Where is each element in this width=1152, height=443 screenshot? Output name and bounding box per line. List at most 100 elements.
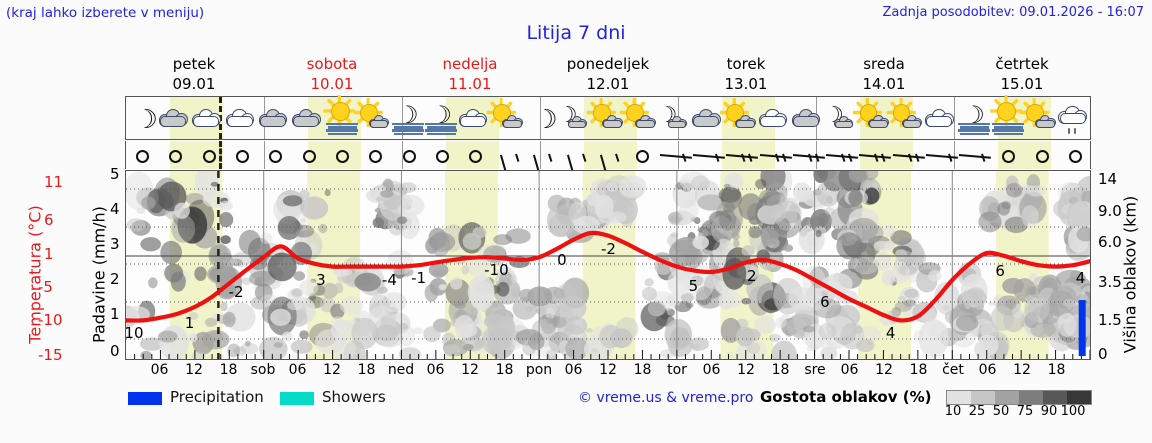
wind-calm-icon <box>336 150 350 163</box>
day-date: 13.01 <box>724 75 768 93</box>
wind-barb-icon <box>659 145 694 165</box>
forecast-icon-sun-cloud <box>586 97 629 139</box>
temperature-point-label: -4 <box>381 270 397 289</box>
wind-barb-icon <box>560 145 594 177</box>
cloud-icon <box>292 109 321 127</box>
wind-barb-icon <box>593 145 627 177</box>
showers-swatch <box>280 392 314 405</box>
wind-calm-icon <box>1035 150 1049 163</box>
location-hint: (kraj lahko izberete v meniju) <box>6 5 205 21</box>
precipitation-tick: 5 <box>110 165 120 183</box>
forecast-icon-moon: ☽ <box>522 99 562 139</box>
precipitation-tick: 4 <box>110 200 120 218</box>
x-tick-label: 06 <box>978 362 997 378</box>
day-name: nedelja <box>442 55 498 73</box>
forecast-icon-sun-cloud <box>486 97 529 139</box>
day-name: torek <box>726 55 766 73</box>
cloud-icon <box>158 109 188 127</box>
forecast-icon-sun-haze <box>323 95 363 139</box>
temperature-point-label: 2 <box>747 267 757 286</box>
cloud-icon <box>192 109 221 127</box>
day-separator <box>402 141 403 169</box>
cloud-icon <box>901 115 923 128</box>
sun-icon <box>853 97 883 127</box>
cloud-icon <box>635 115 656 128</box>
cloudheight-tick: 6.0 <box>1098 233 1122 251</box>
cloud-density-step <box>1019 391 1043 404</box>
cloud-icon <box>1035 115 1056 128</box>
cloud-density-colorbar <box>946 390 1092 405</box>
cloud-icon <box>868 115 890 128</box>
cloud-icon <box>567 116 587 129</box>
day-date: 12.01 <box>586 75 630 93</box>
x-tick-label: sob <box>250 362 276 378</box>
cloud-density-scale-label: 75 <box>1016 404 1034 419</box>
cloud-density-scale-label: 25 <box>968 404 986 419</box>
moon-icon: ☽ <box>534 105 558 135</box>
forecast-icon-cloudy-light <box>922 99 962 139</box>
temperature-curve <box>126 230 1090 323</box>
cloud-density-scale-label: 90 <box>1040 404 1058 419</box>
x-tick-label: 06 <box>564 362 583 378</box>
temperature-tick: 1 <box>44 245 54 263</box>
temperature-point-label: -2 <box>601 239 616 258</box>
cloud-density-raster <box>126 171 1090 359</box>
day-separator <box>402 97 403 139</box>
day-name: ponedeljek <box>566 55 650 73</box>
forecast-icon-cloudy <box>156 99 196 139</box>
day-header-row: petek 09.01 sobota 10.01 nedelja 11.01 ponedel… <box>125 54 1091 96</box>
moon-icon: ☽ <box>134 105 158 135</box>
meteogram-canvas <box>126 171 1090 359</box>
day-name: petek <box>172 55 216 73</box>
moon-icon: ☽ <box>963 101 985 129</box>
cloud-density-step <box>995 391 1019 404</box>
temperature-point-label: -1 <box>411 269 427 288</box>
haze-lines-icon <box>991 123 1024 135</box>
x-tick-label: 18 <box>633 362 652 378</box>
precipitation-bar <box>1078 300 1086 356</box>
cloud-density-step <box>947 391 971 404</box>
temperature-point-label: 3 <box>316 271 326 290</box>
forecast-icon-sun-haze <box>989 95 1029 139</box>
wind-calm-icon <box>635 150 649 163</box>
forecast-icon-moon-cloud: ☽ <box>556 99 596 139</box>
temperature-axis-title: Temperatura (°C) <box>25 205 45 344</box>
wind-calm-icon <box>302 150 316 163</box>
cloud-density-scale-label: 10 <box>944 404 962 419</box>
cloud-density-step <box>1043 391 1067 404</box>
x-tick-label: pon <box>525 362 553 378</box>
forecast-icon-cloudy <box>689 99 729 139</box>
cloud-icon <box>691 109 721 127</box>
haze-lines-icon <box>958 123 991 135</box>
temperature-point-label: 1 <box>184 314 195 333</box>
precipitation-tick: 0 <box>110 342 120 360</box>
sun-icon <box>1019 97 1049 127</box>
meteogram-plot: -10 1 -2 3 -4 -1 -10 0 -2 5 2 6 4 6 4 <box>125 170 1091 360</box>
temperature-tick: 6 <box>44 211 54 229</box>
haze-lines-icon <box>325 123 358 135</box>
cloud-icon <box>735 115 756 128</box>
x-tick-label: 12 <box>185 362 203 378</box>
forecast-icon-cloudy-light <box>189 99 229 139</box>
forecast-icon-cloudy <box>289 99 329 139</box>
forecast-icon-moon-haze: ☽ <box>389 99 429 139</box>
forecast-icon-sun-cloud <box>619 97 662 139</box>
drizzle-icon <box>1068 128 1080 137</box>
moon-icon: ☽ <box>397 101 419 129</box>
precipitation-tick: 3 <box>110 235 120 253</box>
wind-barb-icon <box>959 145 993 165</box>
x-tick-label: 18 <box>495 362 514 378</box>
wind-barb-icon <box>926 145 960 165</box>
x-tick-label: 12 <box>599 362 617 378</box>
forecast-icon-sun-cloud <box>886 97 929 139</box>
wind-calm-icon <box>136 150 150 163</box>
wind-barb-icon <box>792 145 827 165</box>
wind-barb-icon <box>892 145 927 165</box>
cloud-density-scale-label: 100 <box>1060 404 1086 419</box>
wind-barb-icon <box>493 145 527 177</box>
x-tick-label: 12 <box>875 362 893 378</box>
temperature-point-label: 4 <box>885 323 896 342</box>
copyright-notice[interactable]: © vreme.us & vreme.pro <box>578 390 754 406</box>
wind-calm-icon <box>469 150 483 163</box>
cloud-icon <box>667 116 687 129</box>
